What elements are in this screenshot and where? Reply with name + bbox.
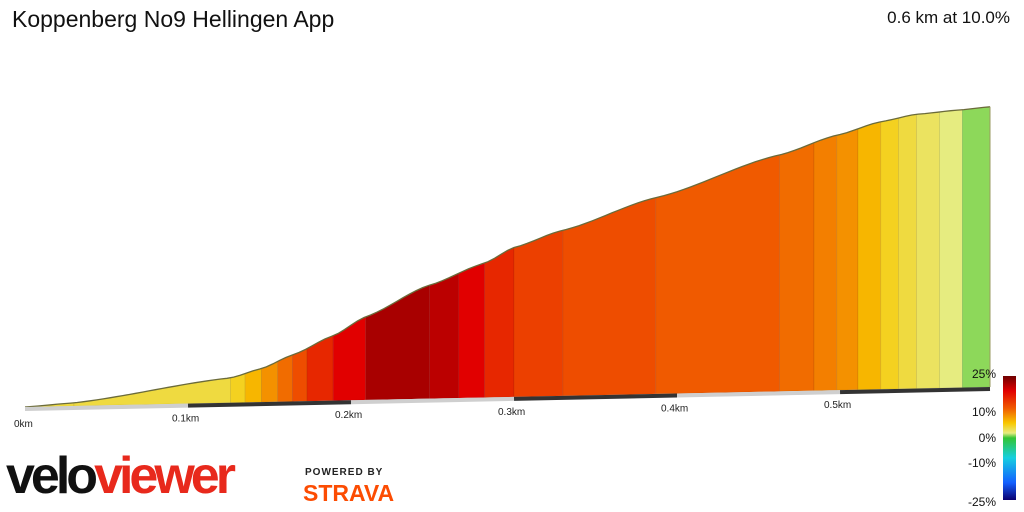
gradient-segment	[813, 134, 838, 391]
gradient-segment	[655, 154, 781, 395]
gradient-segment	[365, 284, 430, 401]
x-tick-label: 0.1km	[172, 414, 199, 425]
gradient-segment	[939, 109, 963, 389]
page-title: Koppenberg No9 Hellingen App	[12, 6, 335, 32]
gradient-segment	[562, 197, 657, 397]
gradient-segment	[779, 142, 815, 392]
gradient-segment	[916, 111, 940, 389]
gradient-legend-label: 0%	[979, 431, 997, 445]
strava-logo[interactable]: STRAVA	[303, 480, 395, 506]
logo-viewer-text: viewer	[94, 447, 236, 505]
distance-ruler-band	[839, 387, 991, 395]
gradient-legend-label: 10%	[972, 405, 996, 419]
gradient-segment	[898, 113, 917, 390]
gradient-segment	[880, 117, 900, 390]
distance-ruler-band	[513, 393, 678, 401]
gradient-segment	[244, 368, 262, 403]
distance-ruler-band	[187, 400, 352, 408]
gradient-segment	[291, 347, 308, 402]
gradient-segment	[458, 262, 486, 399]
gradient-segment	[484, 247, 515, 398]
gradient-segment	[857, 121, 882, 391]
gradient-segment	[277, 354, 293, 403]
gradient-segment	[73, 377, 231, 407]
x-tick-label: 0.5km	[824, 400, 851, 411]
logo-velo-text: velo	[6, 447, 98, 505]
gradient-legend-bar	[1003, 376, 1016, 500]
distance-ruler-band	[24, 403, 189, 411]
x-tick-label: 0.3km	[498, 407, 525, 418]
gradient-legend-label: -25%	[968, 495, 996, 509]
x-tick-label: 0.4km	[661, 404, 688, 415]
distance-ruler-band	[676, 390, 841, 398]
gradient-segment	[332, 316, 367, 401]
gradient-segment	[306, 335, 334, 402]
powered-by-label: POWERED BY	[305, 467, 384, 478]
x-tick-label: 0km	[14, 419, 33, 430]
gradient-segment	[428, 272, 459, 399]
gradient-segment	[513, 229, 564, 398]
distance-ruler-band	[350, 396, 515, 405]
x-tick-label: 0.2km	[335, 410, 362, 421]
gradient-segment	[836, 128, 859, 391]
profile-outline	[24, 106, 991, 408]
climb-summary: 0.6 km at 10.0%	[887, 8, 1010, 27]
veloviewer-logo[interactable]: veloviewer	[6, 447, 236, 505]
gradient-segment	[961, 106, 991, 388]
gradient-legend-label: -10%	[968, 456, 996, 470]
gradient-legend-label: 25%	[972, 367, 996, 381]
